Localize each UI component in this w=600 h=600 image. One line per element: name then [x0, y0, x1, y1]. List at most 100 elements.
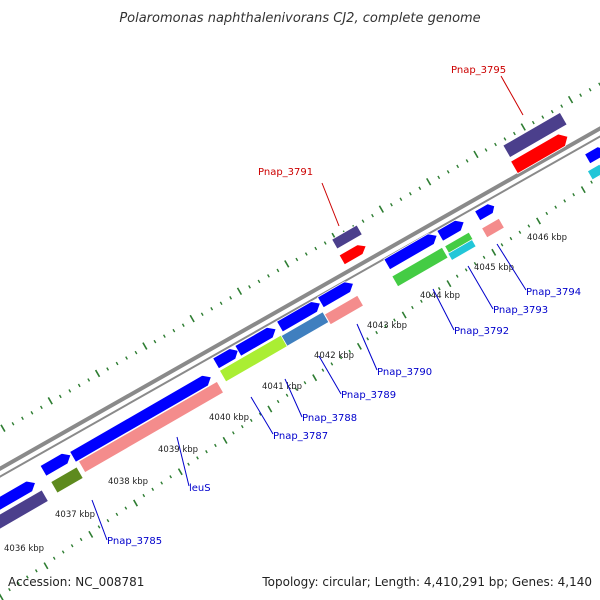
- inner-major-tick: [0, 593, 4, 600]
- inner-minor-tick: [464, 268, 468, 272]
- outer-minor-tick: [390, 202, 393, 207]
- outer-minor-tick: [106, 367, 110, 371]
- gene-cds-4040: [212, 348, 239, 370]
- outer-minor-tick: [162, 334, 166, 338]
- inner-major-tick: [312, 374, 318, 382]
- outer-major-tick: [567, 95, 574, 104]
- gene-red-3791: [338, 244, 367, 266]
- inner-minor-tick: [26, 575, 29, 579]
- inner-major-tick: [222, 436, 228, 444]
- gene-cds-4044: [383, 233, 438, 271]
- accession-text: Accession: NC_008781: [8, 575, 144, 589]
- outer-minor-tick: [153, 339, 157, 344]
- inner-minor-tick: [70, 544, 74, 548]
- inner-minor-tick: [375, 330, 378, 335]
- outer-minor-tick: [323, 241, 327, 245]
- genome-summary-text: Topology: circular; Length: 4,410,291 bp…: [261, 575, 592, 589]
- outer-minor-tick: [87, 378, 91, 382]
- outer-minor-tick: [446, 170, 450, 174]
- outer-minor-tick: [210, 307, 214, 311]
- outer-minor-tick: [437, 175, 441, 180]
- inner-minor-tick: [572, 193, 575, 197]
- gene-cds-4042: [276, 301, 321, 333]
- outer-minor-tick: [39, 405, 43, 410]
- gene-green-4045: [444, 231, 474, 255]
- gene-cds-3794: [474, 203, 496, 222]
- outer-minor-tick: [172, 328, 176, 333]
- inner-minor-tick: [142, 493, 146, 498]
- label-connector: [496, 243, 527, 291]
- outer-minor-tick: [371, 213, 374, 218]
- inner-minor-tick: [249, 418, 253, 422]
- outer-major-tick: [378, 205, 385, 213]
- scale-label: 4044 kbp: [420, 291, 460, 301]
- inner-minor-tick: [214, 443, 217, 448]
- scale-label: 4045 kbp: [474, 263, 514, 273]
- gene-red-3795: [510, 133, 569, 175]
- outer-minor-tick: [125, 356, 128, 360]
- outer-minor-tick: [229, 296, 233, 300]
- label-connectors: [91, 75, 527, 541]
- inner-minor-tick: [294, 387, 298, 391]
- inner-minor-tick: [321, 368, 325, 372]
- map-title: Polaromonas naphthalenivorans CJ2, compl…: [119, 11, 480, 26]
- gene-label: leuS: [189, 483, 211, 494]
- inner-major-tick: [177, 468, 183, 476]
- inner-minor-tick: [545, 211, 549, 216]
- inner-minor-tick: [554, 205, 558, 209]
- scale-label: 4042 kbp: [314, 351, 354, 361]
- gene-cds-right-edge: [584, 146, 600, 165]
- inner-minor-tick: [366, 337, 370, 341]
- outer-minor-tick: [399, 197, 403, 201]
- gene-olive-4038: [50, 466, 84, 494]
- outer-minor-tick: [560, 104, 564, 108]
- scale-label: 4041 kbp: [262, 382, 302, 392]
- outer-minor-tick: [550, 109, 554, 114]
- outer-minor-tick: [531, 120, 535, 125]
- gene-label: Pnap_3787: [273, 431, 328, 442]
- label-connector: [500, 75, 524, 116]
- label-connector: [356, 323, 378, 371]
- outer-minor-tick: [30, 411, 34, 415]
- inner-major-tick: [356, 342, 362, 350]
- inner-minor-tick: [34, 569, 38, 573]
- outer-minor-tick: [456, 164, 460, 169]
- inner-minor-tick: [339, 356, 343, 360]
- outer-major-tick: [142, 342, 148, 350]
- inner-minor-tick: [411, 305, 414, 310]
- outer-minor-tick: [276, 268, 280, 273]
- gene-label: Pnap_3793: [493, 305, 548, 316]
- outer-minor-tick: [248, 285, 251, 289]
- inner-major-tick: [536, 217, 542, 225]
- scale-label: 4038 kbp: [108, 477, 148, 487]
- inner-minor-tick: [330, 362, 334, 366]
- gene-navy-3795: [502, 111, 568, 159]
- gene-label: Pnap_3792: [454, 326, 509, 337]
- inner-minor-tick: [17, 581, 20, 585]
- inner-minor-tick: [115, 512, 119, 517]
- outer-major-tick: [236, 287, 243, 296]
- gene-label: Pnap_3795: [451, 65, 506, 76]
- inner-minor-tick: [482, 255, 486, 260]
- outer-major-tick: [426, 177, 432, 186]
- inner-minor-tick: [196, 456, 199, 460]
- inner-minor-tick: [160, 481, 164, 485]
- scale-label: 4043 kbp: [367, 321, 407, 331]
- label-connector: [321, 182, 340, 227]
- inner-major-tick: [267, 405, 273, 413]
- outer-minor-tick: [494, 142, 497, 147]
- gene-cds-4043: [316, 281, 354, 309]
- outer-minor-tick: [503, 137, 507, 141]
- inner-minor-tick: [276, 399, 280, 404]
- outer-minor-tick: [200, 312, 204, 316]
- inner-dotted-ring: [0, 174, 600, 600]
- gene-label: Pnap_3794: [526, 287, 581, 298]
- outer-minor-tick: [304, 252, 308, 256]
- inner-minor-tick: [437, 287, 441, 291]
- gene-cds-left-end: [0, 480, 37, 511]
- inner-minor-tick: [285, 393, 289, 397]
- scale-label: 4036 kbp: [4, 544, 44, 554]
- gene-cyan-4045: [447, 238, 477, 262]
- inner-major-tick: [88, 530, 94, 538]
